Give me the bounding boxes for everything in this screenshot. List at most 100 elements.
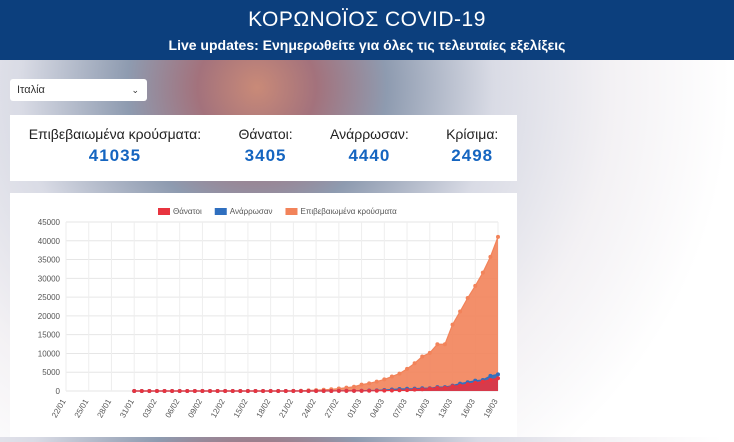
x-tick-label: 06/02 [164,397,182,419]
marker [329,388,334,393]
x-tick-label: 16/03 [459,397,477,419]
header-subtitle: Live updates: Ενημερωθείτε για όλες τις … [168,37,566,53]
x-tick-label: 19/03 [482,397,500,419]
legend-swatch [158,208,170,215]
marker [465,382,470,387]
stat-value: 3405 [244,146,287,165]
marker [488,373,493,378]
marker [473,283,478,288]
marker [215,389,220,393]
x-tick-label: 01/03 [346,397,364,419]
y-tick-label: 5000 [42,368,60,377]
y-tick-label: 0 [56,387,61,396]
x-tick-label: 25/01 [73,397,91,419]
marker [374,388,379,393]
marker [344,388,349,393]
marker [496,372,500,377]
marker [359,388,364,393]
marker [473,380,478,385]
stat-label: Θάνατοι: [238,126,293,142]
marker [488,377,493,382]
marker [435,385,440,390]
marker [427,350,432,355]
marker [298,388,303,393]
x-tick-label: 12/02 [209,397,227,419]
x-tick-label: 09/02 [186,397,204,419]
marker [147,389,152,393]
marker [367,388,372,393]
legend-label: Επιβεβαιωμένα κρούσματα [300,207,397,216]
marker [374,379,379,384]
marker [442,342,447,347]
marker [389,388,394,393]
y-tick-label: 40000 [38,237,61,246]
x-tick-label: 04/03 [368,397,386,419]
marker [208,389,212,393]
marker [291,388,296,393]
header-title: ΚΟΡΩΝΟΪΟΣ COVID-19 [248,8,486,31]
stat-value: 4440 [348,146,391,165]
marker [162,389,167,393]
x-tick-label: 18/02 [255,397,273,419]
x-tick-label: 07/03 [391,397,409,419]
marker [389,374,394,379]
legend-label: Ανάρρωσαν [230,207,273,216]
x-tick-label: 13/03 [436,397,454,419]
x-tick-label: 24/02 [300,397,318,419]
legend-swatch [285,208,298,215]
marker [382,388,387,393]
stat: Επιβεβαιωμένα κρούσματα: 41035 [29,115,201,181]
stat-value: 41035 [88,146,142,165]
y-tick-label: 25000 [38,293,61,302]
marker [230,389,235,393]
marker [314,388,319,393]
stat: Κρίσιμα: 2498 [446,115,498,181]
marker [139,389,144,393]
marker [321,388,326,393]
y-tick-label: 15000 [38,331,61,340]
marker [420,354,425,359]
select-value: Ιταλία [17,84,45,96]
marker [344,385,349,390]
marker [367,381,372,386]
marker [336,388,341,393]
stats-card: Επιβεβαιωμένα κρούσματα: 41035 Θάνατοι: 340… [10,115,517,181]
chart: 0 5000 10000 15000 20000 25000 30000 35000 40000… [38,207,500,419]
marker [253,389,258,393]
marker [458,383,463,388]
stat: Ανάρρωσαν: 4440 [330,115,409,181]
area [134,378,499,391]
marker [420,387,425,392]
stat-label: Κρίσιμα: [446,126,499,142]
marker [442,385,447,390]
x-tick-label: 27/02 [323,397,341,419]
stat-label: Επιβεβαιωμένα κρούσματα: [28,126,202,142]
x-tick-label: 10/03 [414,397,432,419]
marker [450,384,455,389]
marker [132,389,137,393]
marker [245,389,250,393]
marker [480,270,485,275]
marker [397,388,402,393]
marker [397,371,402,376]
marker [458,309,463,314]
marker [238,389,243,393]
marker [496,376,500,381]
x-tick-label: 22/01 [50,397,68,419]
marker [352,388,356,393]
marker [412,361,417,366]
country-select[interactable]: Ιταλία ⌄ [10,79,147,101]
marker [352,384,356,389]
marker [276,389,281,393]
header: ΚΟΡΩΝΟΪΟΣ COVID-19 Live updates: Ενημερω… [0,0,734,60]
marker [154,389,159,393]
marker [450,322,455,327]
marker [382,377,387,382]
marker [405,388,410,393]
stat-label: Ανάρρωσαν: [330,126,409,142]
area [134,236,499,391]
legend-label: Θάνατοι [173,207,202,216]
dropdown-arrow: ⌄ [131,85,139,95]
marker [359,382,364,387]
